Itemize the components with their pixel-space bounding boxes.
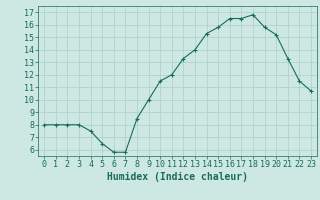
X-axis label: Humidex (Indice chaleur): Humidex (Indice chaleur) [107, 172, 248, 182]
